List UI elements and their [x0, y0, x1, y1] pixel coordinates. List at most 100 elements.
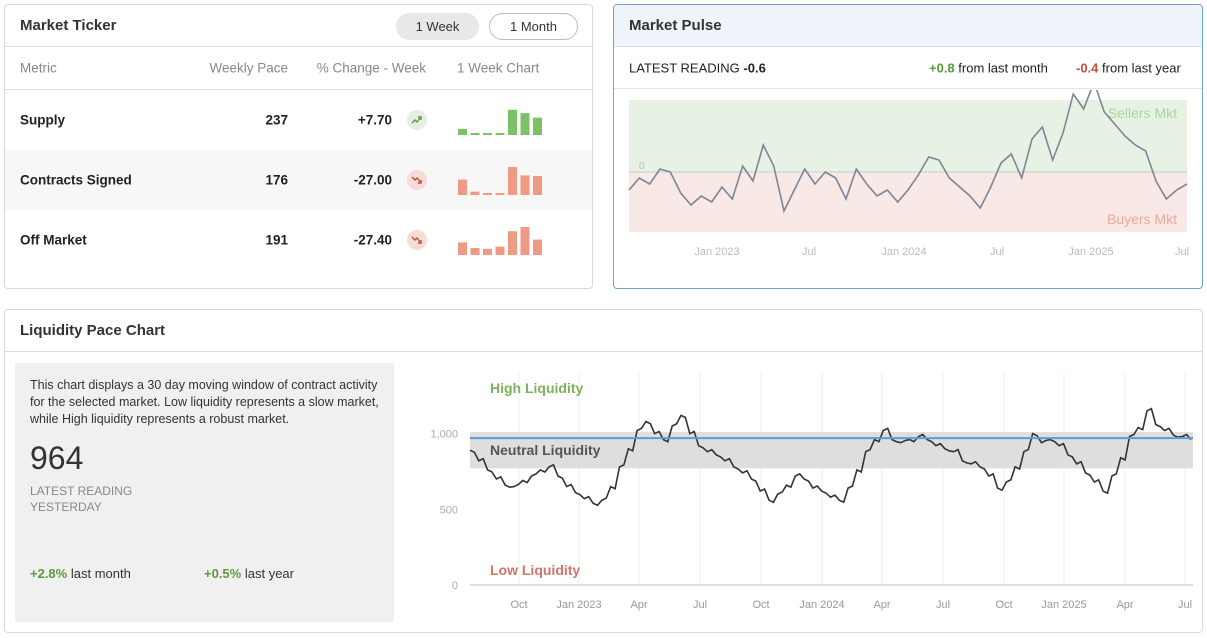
pulse-latest-value: -0.6	[743, 60, 766, 75]
liq-x-tick: Apr	[1116, 599, 1133, 611]
buyers-zone	[629, 172, 1187, 232]
liquidity-line	[469, 407, 1192, 507]
trend-up-icon	[407, 110, 427, 130]
pulse-year-label: from last year	[1102, 60, 1181, 75]
liq-y-tick: 1,000	[430, 429, 458, 441]
liquidity-title: Liquidity Pace Chart	[20, 322, 166, 339]
pulse-line	[628, 90, 1188, 214]
mini-bar	[533, 117, 542, 135]
sellers-zone	[629, 100, 1187, 172]
trend-down-icon	[407, 170, 427, 190]
row-change: +7.70	[357, 112, 392, 128]
mini-bar	[495, 246, 505, 255]
liquidity-pace-card: Liquidity Pace Chart This chart displays…	[4, 309, 1203, 633]
liq-y-tick: 0	[452, 580, 458, 592]
buyers-mkt-label: Buyers Mkt	[1107, 211, 1177, 227]
pulse-x-tick: Jul	[1175, 246, 1189, 258]
liquidity-year-label: last year	[244, 566, 294, 581]
liquidity-month-label: last month	[70, 566, 131, 581]
one-month-button[interactable]: 1 Month	[489, 13, 578, 40]
mini-bar	[495, 193, 505, 195]
mini-bar	[520, 227, 530, 255]
mini-bar	[508, 109, 517, 135]
liquidity-chart: 1,000 500 0 High Liquidity Neutral Liquidity…	[430, 373, 1193, 611]
one-week-button[interactable]: 1 Week	[396, 13, 479, 40]
mini-bar	[520, 175, 530, 195]
row-pace: 237	[265, 112, 288, 128]
ticker-table-header: Metric Weekly Pace % Change - Week 1 Wee…	[5, 47, 592, 90]
row-change: -27.40	[353, 232, 392, 248]
pulse-zero-label: 0	[639, 161, 645, 172]
neutral-liquidity-label: Neutral Liquidity	[490, 442, 601, 458]
ticker-row: Off Market 191 -27.40	[5, 210, 592, 270]
market-pulse-card: Market Pulse LATEST READING -0.6 +0.8 fr…	[613, 4, 1203, 289]
pulse-latest: LATEST READING -0.6	[629, 60, 766, 75]
mini-bar	[520, 113, 530, 135]
mini-bar	[533, 175, 542, 195]
pulse-x-tick: Jan 2024	[881, 246, 926, 258]
liquidity-header: Liquidity Pace Chart	[5, 310, 1202, 352]
liq-x-tick: Apr	[873, 599, 890, 611]
pulse-summary: LATEST READING -0.6 +0.8 from last month…	[614, 47, 1202, 89]
liq-x-tick: Oct	[510, 599, 527, 611]
liquidity-year: +0.5% last year	[204, 566, 294, 581]
ticker-row: Contracts Signed 176 -27.00	[5, 150, 592, 210]
high-liquidity-label: High Liquidity	[490, 380, 584, 396]
liq-y-tick: 500	[440, 504, 458, 516]
liquidity-summary: This chart displays a 30 day moving wind…	[15, 363, 394, 622]
mini-bar	[458, 128, 467, 135]
pulse-x-tick: Jan 2023	[694, 246, 739, 258]
liq-x-tick: Jan 2025	[1041, 599, 1086, 611]
pulse-month-label: from last month	[958, 60, 1048, 75]
liquidity-month: +2.8% last month	[30, 566, 131, 581]
pulse-x-tick: Jul	[990, 246, 1004, 258]
pulse-x-tick: Jul	[802, 246, 816, 258]
col-weekly-pace: Weekly Pace	[209, 60, 288, 76]
mini-bar	[458, 179, 467, 195]
col-chart: 1 Week Chart	[457, 60, 540, 76]
mini-bar	[470, 133, 480, 135]
liquidity-latest-value: 964	[30, 440, 84, 476]
liq-x-tick: Oct	[752, 599, 769, 611]
sellers-mkt-label: Sellers Mkt	[1108, 105, 1177, 121]
liq-x-tick: Jan 2023	[556, 599, 601, 611]
pulse-month-delta: +0.8	[929, 60, 955, 75]
liq-x-tick: Apr	[630, 599, 647, 611]
mini-bar	[533, 239, 542, 255]
market-pulse-title: Market Pulse	[629, 17, 722, 34]
mini-bar	[483, 248, 492, 255]
liq-x-tick: Jul	[693, 599, 707, 611]
low-liquidity-label: Low Liquidity	[490, 562, 580, 578]
mini-bar-chart	[458, 109, 542, 135]
mini-bar	[470, 248, 480, 255]
liquidity-description: This chart displays a 30 day moving wind…	[30, 378, 379, 426]
mini-bar	[458, 242, 467, 255]
pulse-x-tick: Jan 2025	[1068, 246, 1113, 258]
mini-bar	[470, 191, 480, 195]
liq-x-tick: Jul	[1178, 599, 1192, 611]
pulse-latest-label: LATEST READING	[629, 60, 740, 75]
market-pulse-chart: 0 Sellers Mkt Buyers Mkt Jan 2023 Jul Jan 202…	[628, 90, 1189, 258]
row-pace: 176	[265, 172, 288, 188]
mini-bar	[483, 133, 492, 135]
mini-bar	[508, 167, 517, 195]
row-change: -27.00	[353, 172, 392, 188]
liquidity-month-delta: +2.8%	[30, 566, 68, 581]
row-metric: Supply	[20, 112, 66, 128]
pulse-year: -0.4 from last year	[1076, 60, 1181, 75]
col-change: % Change - Week	[316, 60, 426, 76]
mini-bar	[483, 193, 492, 195]
liq-x-tick: Oct	[995, 599, 1012, 611]
pulse-year-delta: -0.4	[1076, 60, 1099, 75]
pulse-month: +0.8 from last month	[929, 60, 1048, 75]
market-ticker-card: Market Ticker 1 Week 1 Month Metric Week…	[4, 4, 593, 289]
liquidity-latest-when: YESTERDAY	[30, 500, 102, 514]
liq-x-tick: Jul	[936, 599, 950, 611]
mini-bar	[495, 133, 505, 135]
mini-bar-chart	[458, 167, 542, 195]
market-pulse-header: Market Pulse	[614, 5, 1202, 47]
market-ticker-header: Market Ticker 1 Week 1 Month	[5, 5, 592, 47]
ticker-row: Supply 237 +7.70	[5, 90, 592, 150]
col-metric: Metric	[20, 60, 57, 76]
liquidity-latest-label: LATEST READING	[30, 484, 133, 498]
